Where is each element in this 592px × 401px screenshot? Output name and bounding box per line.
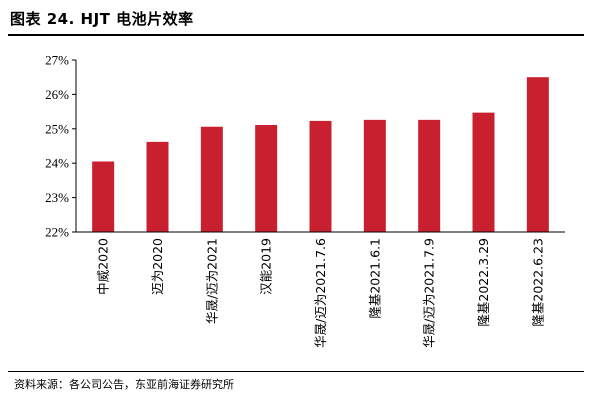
y-axis: 22% 23% 24% 25% 26% 27% bbox=[45, 53, 77, 240]
x-tick-label: 隆基2022.3.29 bbox=[476, 238, 491, 327]
x-tick-label: 迈为2020 bbox=[150, 238, 165, 295]
y-tick-label: 23% bbox=[45, 190, 69, 205]
source-rule bbox=[8, 371, 584, 372]
chart-title: 图表 24. HJT 电池片效率 bbox=[10, 10, 194, 28]
bar bbox=[472, 112, 495, 232]
y-tick-label: 24% bbox=[45, 156, 69, 171]
bar-chart: 22% 23% 24% 25% 26% 27% 中威2020 迈为2020 华晟/迈为2021… bbox=[45, 53, 565, 348]
title-rule bbox=[8, 34, 584, 36]
x-tick-label: 隆基2021.6.1 bbox=[367, 238, 382, 319]
x-tick-label: 汉能2019 bbox=[259, 238, 274, 295]
y-tick-label: 26% bbox=[45, 87, 69, 102]
bar bbox=[146, 141, 169, 232]
bar bbox=[363, 119, 386, 232]
bars-group bbox=[92, 77, 549, 232]
x-tick-label: 华晟/迈为2021.7.6 bbox=[313, 238, 328, 348]
bar bbox=[92, 161, 115, 232]
x-axis: 中威2020 迈为2020 华晟/迈为2021 汉能2019 华晟/迈为2021.7.6… bbox=[76, 231, 565, 348]
bar bbox=[309, 120, 332, 232]
y-tick-label: 22% bbox=[45, 225, 69, 240]
source-note: 资料来源：各公司公告，东亚前海证券研究所 bbox=[14, 378, 234, 391]
bar bbox=[200, 126, 223, 232]
y-tick-label: 25% bbox=[45, 121, 69, 136]
x-tick-label: 华晟/迈为2021.7.9 bbox=[422, 238, 437, 348]
bar bbox=[526, 77, 549, 232]
bar bbox=[255, 125, 278, 232]
x-tick-label: 隆基2022.6.23 bbox=[530, 238, 545, 327]
bar bbox=[418, 119, 441, 232]
x-tick-label: 中威2020 bbox=[96, 238, 111, 295]
y-tick-label: 27% bbox=[45, 53, 69, 68]
x-tick-label: 华晟/迈为2021 bbox=[204, 238, 219, 324]
